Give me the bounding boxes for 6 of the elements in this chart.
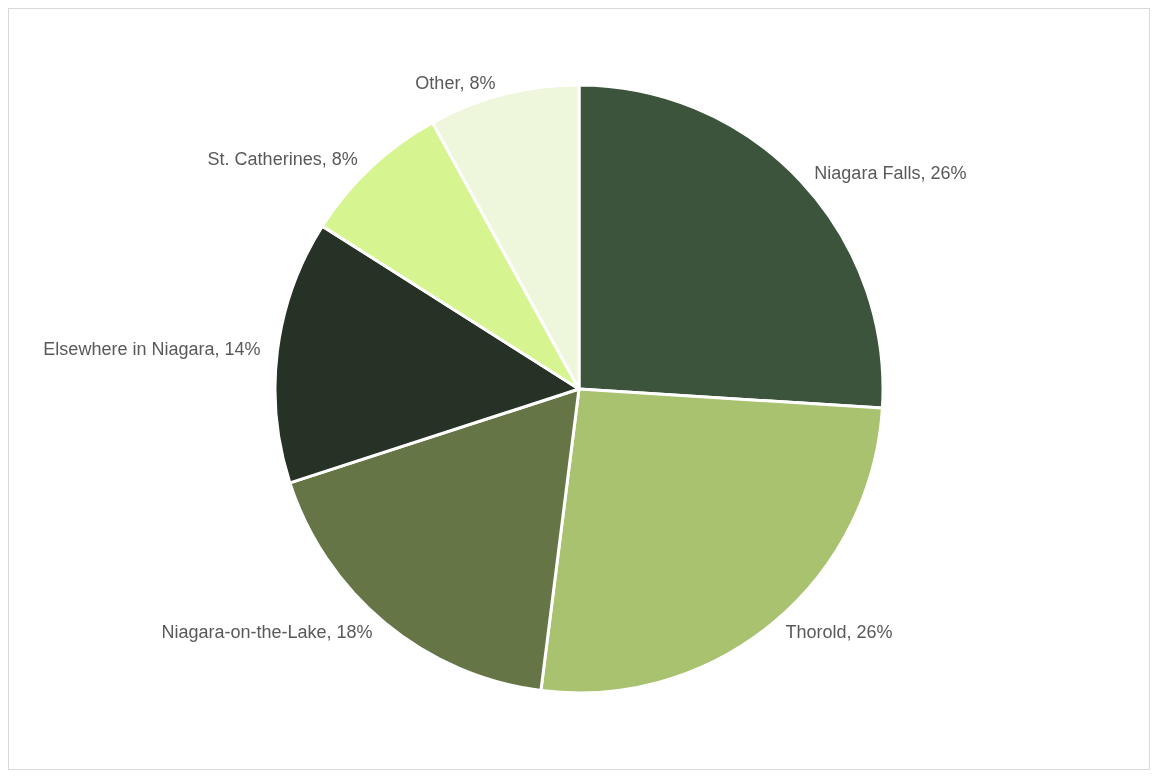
slice-label: St. Catherines, 8% <box>207 148 358 169</box>
slice-label: Niagara Falls, 26% <box>814 162 967 183</box>
slice-label: Other, 8% <box>415 72 496 93</box>
slice-label: Niagara-on-the-Lake, 18% <box>161 622 373 643</box>
slice-label: Elsewhere in Niagara, 14% <box>43 339 261 360</box>
slice-label: Thorold, 26% <box>785 622 893 643</box>
